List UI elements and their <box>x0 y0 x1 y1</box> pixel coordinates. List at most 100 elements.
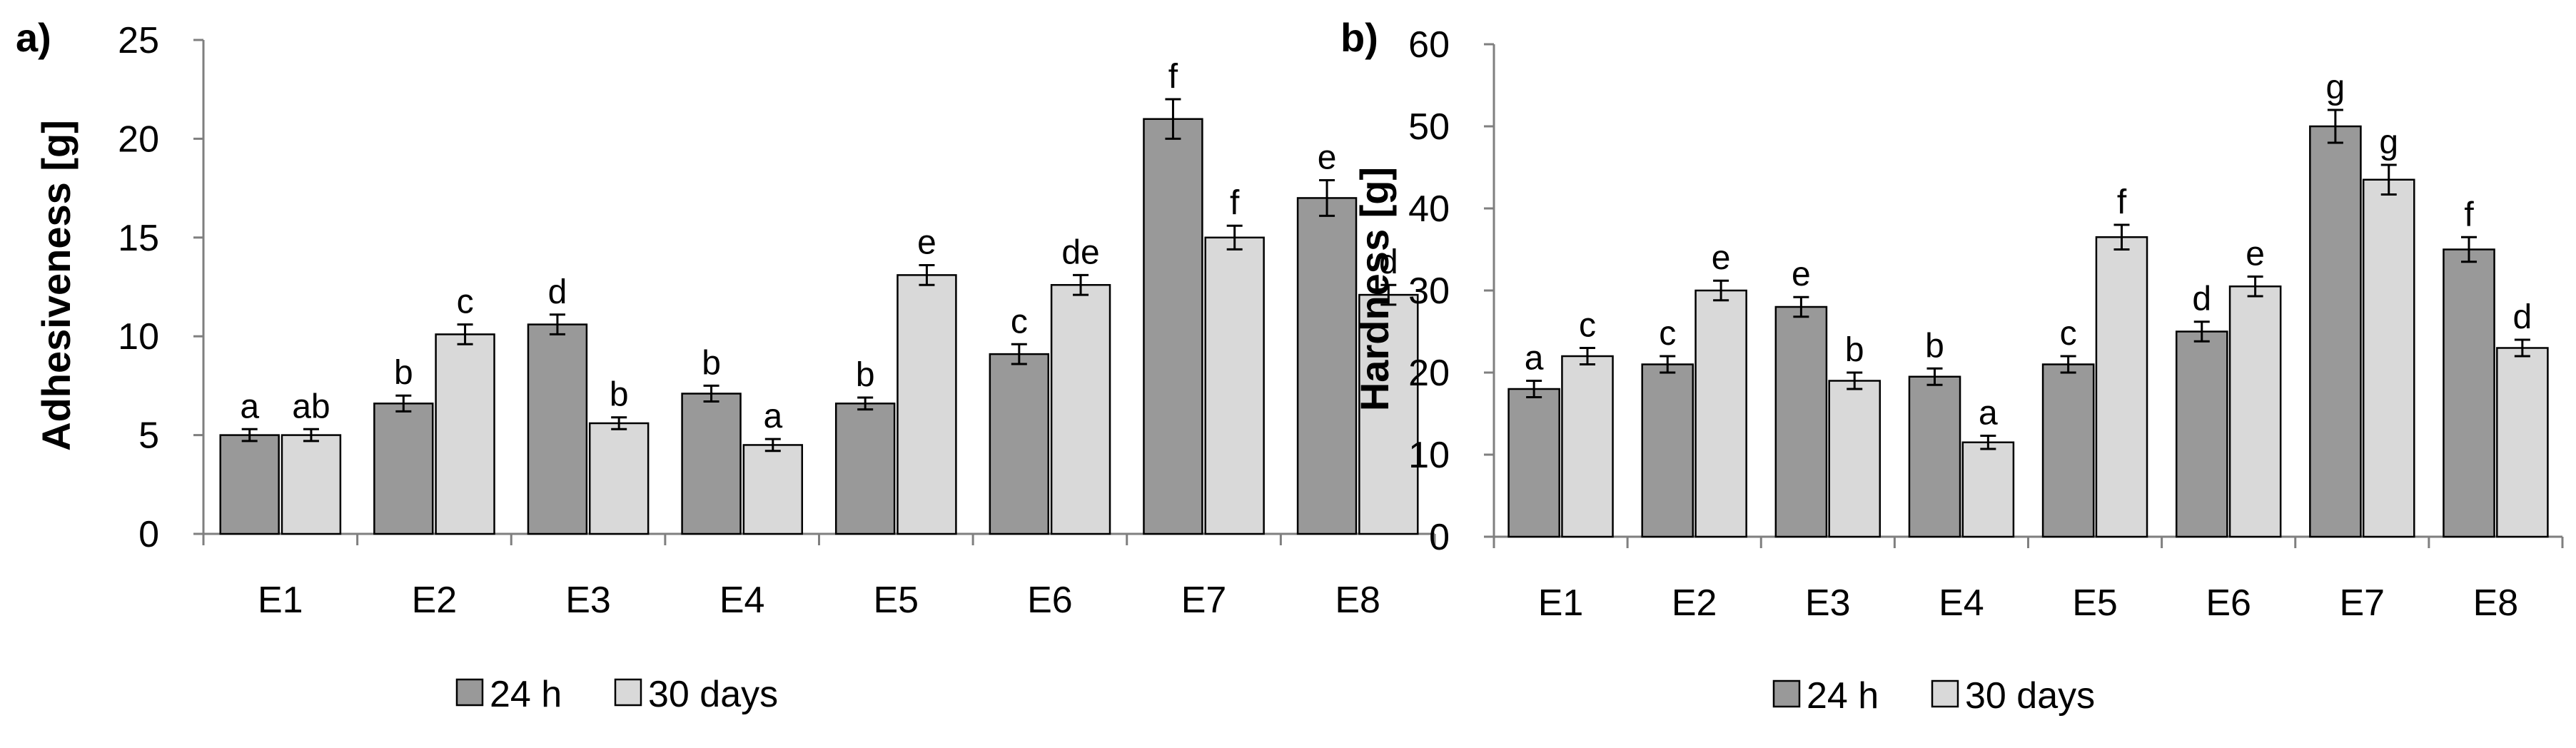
significance-letter: c <box>1011 303 1028 340</box>
y-axis-label: Hardness [g] <box>1352 167 1397 411</box>
bar-e4-24h <box>1908 375 1961 538</box>
legend-swatch-24h <box>1772 679 1801 708</box>
x-tick-label: E3 <box>565 580 611 621</box>
x-tick-label: E8 <box>1335 580 1380 621</box>
bar-e3-30d <box>1828 380 1882 538</box>
bar-e3-24h <box>1774 305 1828 538</box>
significance-letter: f <box>1168 58 1178 96</box>
significance-letter: e <box>1318 139 1337 177</box>
x-tick-label: E5 <box>874 580 919 621</box>
legend: 24 h 30 days <box>1772 675 2095 717</box>
significance-letter: c <box>457 283 474 321</box>
bar-e4-30d <box>1961 441 2015 538</box>
significance-letter: b <box>394 354 413 392</box>
x-tick-label: E6 <box>1027 580 1073 621</box>
x-tick-label: E6 <box>2206 582 2251 624</box>
significance-letter: f <box>2117 183 2127 221</box>
legend-swatch-30d <box>614 678 642 707</box>
bar-e7-30d <box>2362 178 2415 538</box>
bar-e2-24h <box>373 403 434 535</box>
x-tick-label: E3 <box>1805 582 1851 624</box>
significance-letter: f <box>2464 196 2474 233</box>
bar-e1-30d <box>281 434 342 535</box>
y-tick-label: 0 <box>138 514 159 555</box>
bar-e7-24h <box>2309 125 2362 538</box>
significance-letter: b <box>702 344 721 382</box>
legend-label-30d: 30 days <box>1965 675 2095 717</box>
significance-letter: e <box>1712 239 1731 277</box>
y-axis-label: Adhesiveness [g] <box>34 120 79 451</box>
x-tick-label: E7 <box>1181 580 1227 621</box>
significance-letter: a <box>240 388 259 425</box>
y-tick-label: 20 <box>1408 353 1450 394</box>
bar-e5-24h <box>2041 363 2095 538</box>
y-tick-label: 0 <box>1429 517 1450 558</box>
y-tick-label: 40 <box>1408 188 1450 230</box>
bar-e6-24h <box>2175 330 2228 538</box>
y-tick-label: 15 <box>118 218 159 259</box>
significance-letter: e <box>1792 256 1811 293</box>
x-tick-label: E8 <box>2473 582 2519 624</box>
legend-swatch-30d <box>1931 679 1959 708</box>
y-tick-label: 10 <box>1408 435 1450 476</box>
significance-letter: a <box>763 398 782 435</box>
y-tick-label: 30 <box>1408 271 1450 312</box>
x-tick-label: E2 <box>1672 582 1717 624</box>
y-tick-label: 60 <box>1408 24 1450 66</box>
bar-e1-30d <box>1561 355 1614 538</box>
bar-e7-30d <box>1204 236 1265 535</box>
bar-e8-30d <box>2496 347 2549 538</box>
significance-letter: g <box>2326 69 2345 106</box>
bar-e6-24h <box>989 353 1050 535</box>
bar-e4-30d <box>742 444 804 535</box>
bar-e8-24h <box>1296 197 1358 535</box>
x-tick-label: E4 <box>1939 582 1984 624</box>
y-tick-label: 20 <box>118 118 159 160</box>
legend-label-24h: 24 h <box>490 674 562 715</box>
x-tick-label: E1 <box>1538 582 1584 624</box>
bar-e3-30d <box>588 422 650 535</box>
panel-label: a) <box>16 15 51 60</box>
significance-letter: a <box>1979 395 1998 433</box>
bar-e5-30d <box>2095 236 2148 538</box>
significance-letter: e <box>2246 235 2265 273</box>
significance-letter: d <box>2513 298 2532 336</box>
bar-e5-30d <box>896 274 957 535</box>
bar-e2-30d <box>435 333 495 535</box>
x-tick-label: E4 <box>719 580 765 621</box>
y-tick-label: 10 <box>118 316 159 358</box>
bar-e5-24h <box>834 403 896 535</box>
significance-letter: a <box>1525 340 1544 378</box>
significance-letter: c <box>1659 315 1676 353</box>
bar-e6-30d <box>1050 283 1111 535</box>
significance-letter: b <box>1845 331 1864 369</box>
x-tick-label: E2 <box>412 580 458 621</box>
y-tick-label: 25 <box>118 20 159 61</box>
legend-label-30d: 30 days <box>648 674 778 715</box>
significance-letter: c <box>2060 315 2077 353</box>
legend-label-24h: 24 h <box>1807 675 1879 717</box>
bar-e3-24h <box>527 323 588 535</box>
y-tick-label: 50 <box>1408 106 1450 148</box>
significance-letter: ab <box>292 388 330 425</box>
bar-e8-30d <box>1358 293 1419 535</box>
bar-e2-24h <box>1641 363 1694 538</box>
x-tick-label: E1 <box>258 580 303 621</box>
panel-label: b) <box>1340 15 1378 60</box>
bar-e1-24h <box>219 434 280 535</box>
significance-letter: b <box>856 356 875 394</box>
bar-e2-30d <box>1694 289 1747 538</box>
significance-letter: f <box>1230 184 1240 222</box>
legend-swatch-24h <box>455 678 484 707</box>
x-tick-label: E7 <box>2340 582 2385 624</box>
significance-letter: b <box>610 376 629 414</box>
significance-letter: g <box>2379 123 2398 161</box>
bar-e4-24h <box>681 393 742 535</box>
significance-letter: d <box>2192 280 2211 318</box>
chart-panel-b: b)Hardness [g]0102030405060acE1ceE2ebE3b… <box>1340 15 2564 717</box>
y-tick-label: 5 <box>138 415 159 457</box>
legend: 24 h 30 days <box>455 674 778 715</box>
bar-e6-30d <box>2228 285 2282 538</box>
